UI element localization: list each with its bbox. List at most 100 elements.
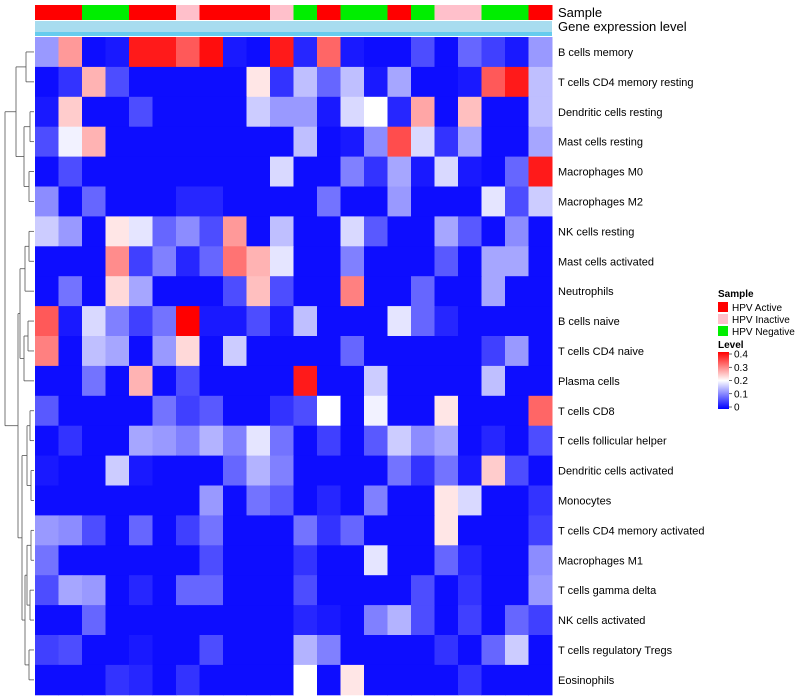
heatmap-cell bbox=[434, 96, 459, 128]
heatmap-cell bbox=[246, 395, 271, 427]
heatmap-cell bbox=[270, 515, 294, 546]
heatmap-cell bbox=[528, 425, 553, 457]
heatmap-cell bbox=[411, 126, 435, 158]
heatmap-cell bbox=[528, 126, 553, 158]
heatmap-cell bbox=[35, 395, 59, 427]
heatmap-cell bbox=[270, 485, 294, 516]
heatmap-cell bbox=[35, 635, 59, 666]
heatmap-cell bbox=[199, 605, 224, 636]
heatmap-cell bbox=[246, 575, 271, 606]
sample-annotation-cell bbox=[223, 5, 247, 20]
heatmap-cell bbox=[270, 96, 294, 128]
heatmap-cell bbox=[364, 515, 388, 546]
heatmap-cell bbox=[176, 664, 200, 696]
sample-annotation-cell bbox=[528, 5, 553, 20]
heatmap-cell bbox=[364, 96, 388, 128]
heatmap-cell bbox=[411, 395, 435, 427]
heatmap-cell bbox=[223, 545, 247, 576]
heatmap-cell bbox=[199, 455, 224, 486]
annotation-label-sample: Sample bbox=[558, 5, 602, 20]
sample-annotation-cell bbox=[129, 5, 153, 20]
heatmap-cell bbox=[82, 96, 106, 128]
heatmap-cell bbox=[35, 37, 59, 68]
row-label: NK cells resting bbox=[558, 226, 634, 238]
heatmap-cell bbox=[199, 37, 224, 68]
heatmap-cell bbox=[293, 635, 318, 666]
heatmap-cell bbox=[411, 186, 435, 217]
heatmap-cell bbox=[82, 276, 106, 307]
heatmap-cell bbox=[105, 605, 130, 636]
heatmap-cell bbox=[223, 96, 247, 128]
heatmap-cell bbox=[411, 635, 435, 666]
heatmap-cell bbox=[434, 216, 459, 247]
sample-annotation-cell bbox=[434, 5, 459, 20]
heatmap-cell bbox=[411, 96, 435, 128]
heatmap-cell bbox=[58, 485, 83, 516]
heatmap-cell bbox=[176, 37, 200, 68]
heatmap-cell bbox=[58, 246, 83, 277]
heatmap-cell bbox=[176, 336, 200, 367]
heatmap-cell bbox=[411, 455, 435, 486]
heatmap-cell bbox=[411, 575, 435, 606]
heatmap-cell bbox=[458, 365, 482, 397]
heatmap-cell bbox=[434, 575, 459, 606]
heatmap-cell bbox=[58, 186, 83, 217]
sample-annotation-cell bbox=[317, 5, 341, 20]
heatmap-cell bbox=[105, 276, 130, 307]
heatmap-cell bbox=[505, 246, 529, 277]
heatmap-cell bbox=[270, 664, 294, 696]
heatmap-cell bbox=[387, 395, 412, 427]
heatmap-cell bbox=[82, 515, 106, 546]
heatmap-cell bbox=[35, 96, 59, 128]
heatmap-cell bbox=[528, 66, 553, 98]
heatmap-cell bbox=[105, 66, 130, 98]
heatmap-cell bbox=[105, 455, 130, 486]
heatmap-cell bbox=[387, 186, 412, 217]
heatmap-cell bbox=[223, 485, 247, 516]
heatmap-cell bbox=[176, 246, 200, 277]
heatmap-cell bbox=[35, 276, 59, 307]
heatmap-cell bbox=[223, 156, 247, 187]
heatmap-cell bbox=[293, 425, 318, 457]
heatmap-cell bbox=[458, 96, 482, 128]
heatmap-cell bbox=[505, 425, 529, 457]
heatmap-cell bbox=[458, 425, 482, 457]
heatmap-cell bbox=[387, 336, 412, 367]
heatmap-cell bbox=[458, 276, 482, 307]
heatmap-cell bbox=[458, 246, 482, 277]
heatmap-cell bbox=[176, 156, 200, 187]
heatmap-cell bbox=[246, 336, 271, 367]
heatmap-cell bbox=[82, 246, 106, 277]
heatmap-cell bbox=[270, 186, 294, 217]
heatmap-cell bbox=[129, 635, 153, 666]
heatmap-cell bbox=[317, 485, 341, 516]
heatmap-cell bbox=[270, 575, 294, 606]
heatmap-cell bbox=[458, 395, 482, 427]
heatmap-cell bbox=[82, 395, 106, 427]
heatmap-cell bbox=[129, 575, 153, 606]
heatmap-cell bbox=[152, 336, 177, 367]
legend-tick-label: 0.2 bbox=[734, 376, 748, 387]
heatmap-cell bbox=[246, 425, 271, 457]
heatmap-cell bbox=[293, 96, 318, 128]
heatmap-cell bbox=[270, 126, 294, 158]
heatmap-cell bbox=[411, 545, 435, 576]
heatmap-cell bbox=[35, 515, 59, 546]
heatmap-cell bbox=[129, 545, 153, 576]
heatmap-cell bbox=[82, 664, 106, 696]
heatmap-cell bbox=[364, 545, 388, 576]
heatmap-cell bbox=[82, 216, 106, 247]
row-label: Macrophages M2 bbox=[558, 196, 643, 208]
heatmap-cell bbox=[434, 485, 459, 516]
heatmap-cell bbox=[481, 126, 506, 158]
sample-annotation-cell bbox=[411, 5, 435, 20]
heatmap-cell bbox=[505, 545, 529, 576]
heatmap-cell bbox=[458, 575, 482, 606]
heatmap-cell bbox=[387, 635, 412, 666]
heatmap-cell bbox=[58, 425, 83, 457]
heatmap-cell bbox=[434, 156, 459, 187]
heatmap-cell bbox=[35, 664, 59, 696]
heatmap-cell bbox=[293, 246, 318, 277]
heatmap-cell bbox=[105, 37, 130, 68]
heatmap-cell bbox=[105, 336, 130, 367]
